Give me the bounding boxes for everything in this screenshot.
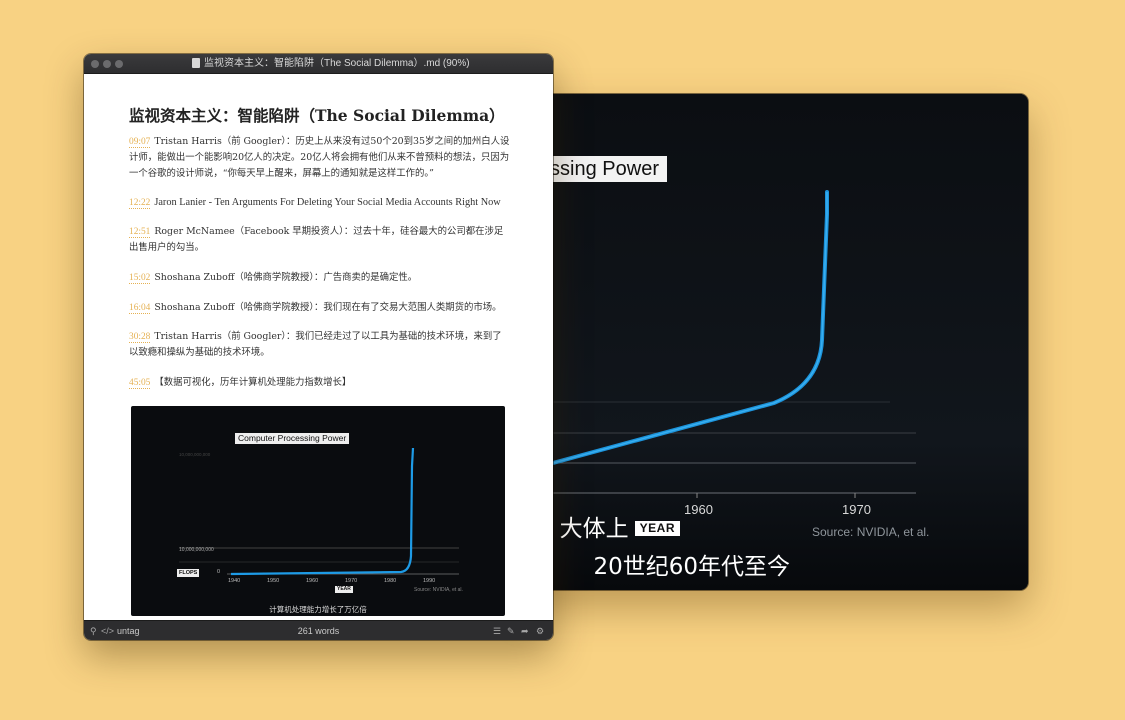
timestamp-link[interactable]: 15:02 xyxy=(129,273,151,284)
embed-x-tick: 1940 xyxy=(228,578,241,584)
entry-text: Roger McNamee（Facebook 早期投资人）：过去十年，硅谷最大的… xyxy=(129,226,504,253)
window-title: 监视资本主义：智能陷阱（The Social Dilemma）.md (90%) xyxy=(204,58,470,69)
list-item: 12:22 Jaron Lanier - Ten Arguments For De… xyxy=(129,195,529,211)
list-item: 09:07 Tristan Harris（前 Googler）：历史上从来没有过5… xyxy=(129,134,511,182)
close-window-button[interactable] xyxy=(91,60,99,68)
embed-growth-line xyxy=(230,447,415,576)
list-item: 45:05 【数据可视化，历年计算机处理能力指数增长】 xyxy=(129,375,511,391)
entry-text: Shoshana Zuboff（哈佛商学院教授）：广告商卖的是确定性。 xyxy=(154,272,418,283)
embedded-image: 10,000,000,000 10,000,000,000 Computer P… xyxy=(131,406,505,616)
embed-zero-label: 0 xyxy=(217,569,221,575)
entry-text: Tristan Harris（前 Googler）：历史上从来没有过50个20到… xyxy=(129,136,510,179)
list-item: 30:28 Tristan Harris（前 Googler）：我们已经走过了以工… xyxy=(129,329,511,361)
embed-caption: 计算机处理能力增长了万亿倍 xyxy=(269,605,367,614)
minimize-window-button[interactable] xyxy=(103,60,111,68)
timestamp-link[interactable]: 12:51 xyxy=(129,227,151,238)
timestamp-link[interactable]: 16:04 xyxy=(129,303,151,314)
list-icon[interactable]: ☰ xyxy=(493,626,502,636)
video-subtitle-line2: 20世纪60年代至今 xyxy=(593,554,790,580)
tag-button[interactable]: untag xyxy=(117,626,140,636)
timestamp-link[interactable]: 30:28 xyxy=(129,332,151,343)
timestamp-link[interactable]: 45:05 xyxy=(129,378,151,389)
entry-text: Tristan Harris（前 Googler）：我们已经走过了以工具为基础的… xyxy=(129,331,502,358)
video-x-tick: 1960 xyxy=(684,502,713,517)
embed-x-tick: 1980 xyxy=(384,578,397,584)
editor-window: 监视资本主义：智能陷阱（The Social Dilemma）.md (90%)… xyxy=(84,54,553,640)
embedded-chart-graphic: 10,000,000,000 10,000,000,000 xyxy=(179,447,459,576)
entry-text: 【数据可视化，历年计算机处理能力指数增长】 xyxy=(154,377,352,388)
status-bar: ⚲ </> untag 261 words ☰ ✎ ➦ ⚙ xyxy=(84,620,553,640)
list-item: 16:04 Shoshana Zuboff（哈佛商学院教授）：我们现在有了交易大范… xyxy=(129,300,511,316)
video-year-badge: YEAR xyxy=(634,521,680,536)
video-source: Source: NVIDIA, et al. xyxy=(812,525,930,539)
document-icon xyxy=(192,58,200,68)
embed-x-tick: 1960 xyxy=(306,578,319,584)
video-window: Computer Processing Power 1960 1970 Sour… xyxy=(520,94,1028,590)
code-icon[interactable]: </> xyxy=(101,626,115,636)
pin-icon[interactable]: ⚲ xyxy=(90,626,97,636)
embed-x-tick: 1970 xyxy=(345,578,358,584)
embed-y-label: 10,000,000,000 xyxy=(179,547,214,553)
video-x-tick: 1970 xyxy=(842,502,871,517)
editor-content[interactable]: 监视资本主义：智能陷阱（The Social Dilemma） 09:07 Tri… xyxy=(84,74,553,620)
embed-flops-label: FLOPS xyxy=(177,569,200,577)
pen-icon[interactable]: ✎ xyxy=(507,626,515,636)
share-icon[interactable]: ➦ xyxy=(521,626,529,636)
list-item: 12:51 Roger McNamee（Facebook 早期投资人）：过去十年，… xyxy=(129,224,511,256)
embed-chart-title: Computer Processing Power xyxy=(235,433,350,444)
timestamp-link[interactable]: 09:07 xyxy=(129,137,151,148)
embed-year-badge: YEAR xyxy=(335,586,353,593)
entry-text: Shoshana Zuboff（哈佛商学院教授）：我们现在有了交易大范围人类期货… xyxy=(154,302,502,313)
embed-y-faint-label: 10,000,000,000 xyxy=(179,452,211,457)
window-titlebar[interactable]: 监视资本主义：智能陷阱（The Social Dilemma）.md (90%) xyxy=(84,54,553,74)
video-chart-title: Computer Processing Power xyxy=(545,156,667,182)
list-item: 15:02 Shoshana Zuboff（哈佛商学院教授）：广告商卖的是确定性。 xyxy=(129,270,511,286)
gear-icon[interactable]: ⚙ xyxy=(536,626,545,636)
entry-text: Jaron Lanier - Ten Arguments For Deletin… xyxy=(154,197,501,208)
word-count[interactable]: 261 words xyxy=(297,626,340,636)
embed-source: Source: NVIDIA, et al. xyxy=(414,587,463,593)
embed-x-tick: 1950 xyxy=(267,578,280,584)
embed-x-tick: 1990 xyxy=(423,578,436,584)
page-title: 监视资本主义：智能陷阱（The Social Dilemma） xyxy=(129,106,505,125)
video-subtitle-line1: 大体上 YEAR xyxy=(540,514,680,544)
timestamp-link[interactable]: 12:22 xyxy=(129,198,151,209)
zoom-window-button[interactable] xyxy=(115,60,123,68)
